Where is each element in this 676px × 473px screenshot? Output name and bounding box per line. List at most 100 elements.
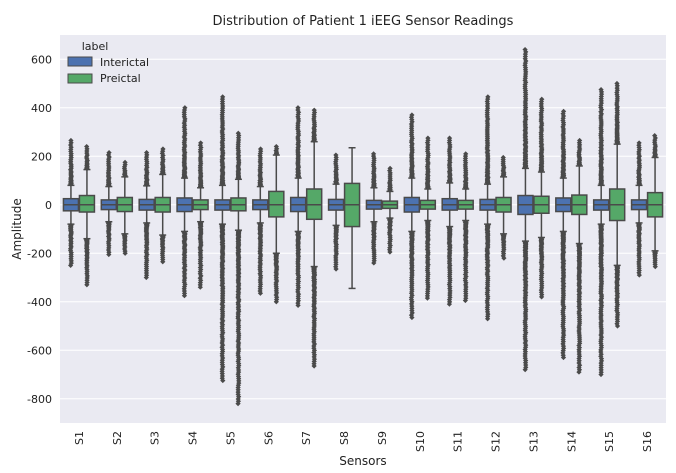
outlier-point xyxy=(220,364,226,370)
outlier-point xyxy=(500,154,506,161)
outlier-point xyxy=(197,271,203,277)
outlier-point xyxy=(219,375,225,381)
box-S8-preictal xyxy=(343,147,361,290)
box-S11-interictal xyxy=(441,135,458,307)
outlier-point xyxy=(576,353,583,359)
plot-area xyxy=(60,35,666,423)
outlier-point xyxy=(182,281,188,287)
outlier-point xyxy=(522,344,529,350)
outlier-point xyxy=(311,363,317,369)
outlier-point xyxy=(538,98,545,105)
box-S1-interictal xyxy=(62,137,80,268)
outlier-point xyxy=(598,371,604,378)
outlier-point xyxy=(219,340,225,346)
outlier-point xyxy=(181,279,187,285)
box-S13-preictal xyxy=(533,96,550,300)
box-S12-preictal xyxy=(495,154,512,261)
outlier-point xyxy=(409,292,415,298)
outlier-point xyxy=(484,101,491,107)
outlier-point xyxy=(311,107,317,113)
x-tick-label: S16 xyxy=(641,431,654,452)
legend-swatch-interictal xyxy=(67,56,93,67)
outlier-point xyxy=(68,262,74,268)
outlier-point xyxy=(219,353,225,359)
outlier-point xyxy=(235,391,241,397)
outlier-point xyxy=(333,251,340,257)
x-tick-label: S9 xyxy=(376,431,389,445)
outlier-point xyxy=(84,282,90,288)
outlier-point xyxy=(425,135,431,141)
outlier-point xyxy=(121,164,128,170)
outlier-point xyxy=(220,94,226,100)
box-S13-interictal xyxy=(517,46,534,373)
outlier-point xyxy=(106,154,112,160)
box-S11-preictal xyxy=(457,151,474,304)
x-tick-label: S8 xyxy=(338,431,351,445)
outlier-point xyxy=(257,146,264,152)
box-S4-interictal xyxy=(176,105,193,299)
outlier-point xyxy=(236,369,242,375)
box-S16-interictal xyxy=(630,140,648,278)
box-S7-preictal xyxy=(305,107,323,369)
outlier-point xyxy=(409,112,415,118)
outlier-point xyxy=(235,130,241,136)
outlier-point xyxy=(333,152,339,158)
outlier-point xyxy=(446,301,452,307)
outlier-point xyxy=(500,253,506,259)
outlier-point xyxy=(160,259,166,265)
box-S3-interictal xyxy=(138,150,155,281)
y-tick-label: 400 xyxy=(31,102,52,115)
box-S1-preictal xyxy=(78,143,96,288)
outlier-point xyxy=(576,360,582,366)
outlier-point xyxy=(561,345,567,351)
outlier-point xyxy=(181,107,188,113)
outlier-point xyxy=(598,345,604,351)
outlier-point xyxy=(105,152,112,158)
outlier-point xyxy=(295,105,301,111)
outlier-point xyxy=(387,240,393,247)
outlier-point xyxy=(311,339,317,345)
outlier-point xyxy=(273,143,279,150)
boxes xyxy=(62,46,664,407)
outlier-point xyxy=(424,295,431,301)
outlier-point xyxy=(485,94,491,100)
y-axis: -800 -600 -400 -200 0 200 400 600 xyxy=(27,53,52,406)
outlier-point xyxy=(614,308,620,314)
x-tick-label: S15 xyxy=(603,431,616,452)
box-S3-preictal xyxy=(154,146,171,265)
outlier-point xyxy=(143,274,149,281)
outlier-point xyxy=(560,354,567,361)
outlier-point xyxy=(198,140,204,146)
outlier-point xyxy=(576,369,582,375)
x-tick-label: S5 xyxy=(224,431,237,445)
legend-title: label xyxy=(82,40,109,53)
outlier-point xyxy=(425,142,431,148)
outlier-point xyxy=(598,353,604,360)
outlier-point xyxy=(598,86,604,93)
outlier-point xyxy=(235,358,241,365)
outlier-point xyxy=(333,266,339,272)
box-S16-preictal xyxy=(646,133,664,270)
outlier-point xyxy=(387,249,393,255)
outlier-point xyxy=(539,96,545,102)
outlier-point xyxy=(143,150,150,156)
outlier-point xyxy=(235,401,241,407)
outlier-point xyxy=(522,367,528,373)
outlier-point xyxy=(68,260,74,266)
outlier-point xyxy=(463,151,469,157)
box-S10-preictal xyxy=(419,135,437,301)
outlier-point xyxy=(370,151,377,157)
outlier-point xyxy=(636,140,642,146)
outlier-point xyxy=(371,260,377,266)
box-S6-preictal xyxy=(268,143,285,305)
outlier-point xyxy=(236,356,242,362)
outlier-point xyxy=(598,111,605,117)
legend-label-interictal: Interictal xyxy=(100,56,149,69)
outlier-point xyxy=(295,298,301,304)
outlier-point xyxy=(614,80,620,87)
outlier-point xyxy=(295,109,302,115)
outlier-point xyxy=(181,120,187,126)
outlier-point xyxy=(614,318,621,325)
outlier-point xyxy=(408,312,415,318)
